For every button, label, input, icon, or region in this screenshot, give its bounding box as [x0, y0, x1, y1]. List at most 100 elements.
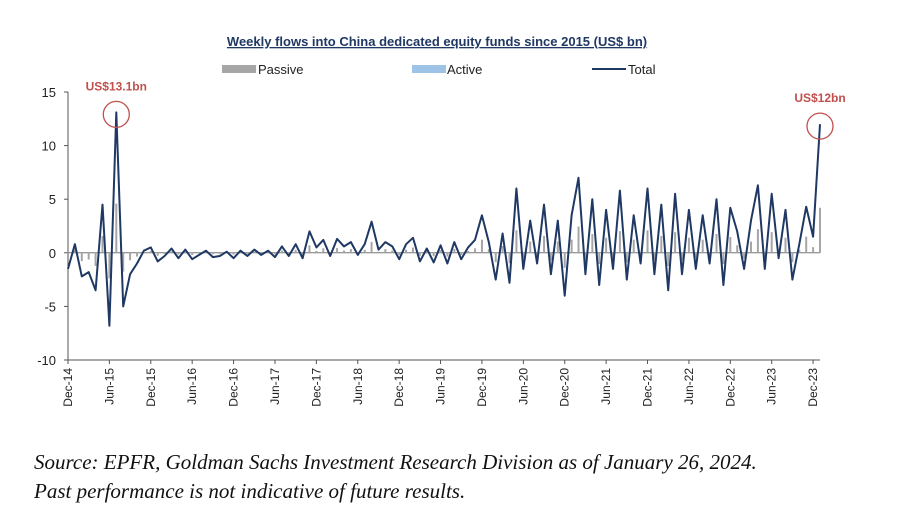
- passive-bar: [425, 251, 428, 253]
- passive-bar: [218, 252, 221, 254]
- passive-bar: [301, 252, 304, 255]
- passive-bar: [674, 232, 677, 253]
- legend-label-total: Total: [628, 62, 656, 77]
- passive-bar: [591, 234, 594, 253]
- y-tick-label: 15: [42, 85, 56, 100]
- chart-title: Weekly flows into China dedicated equity…: [227, 34, 647, 49]
- legend: Passive Active Total: [222, 62, 656, 77]
- passive-bar: [232, 252, 235, 255]
- passive-bar: [398, 252, 401, 256]
- passive-bar: [770, 232, 773, 253]
- passive-bar: [287, 252, 290, 254]
- source-note: Source: EPFR, Goldman Sachs Investment R…: [34, 448, 914, 506]
- passive-bar: [467, 250, 470, 253]
- passive-bar: [101, 235, 104, 253]
- y-tick-label: -5: [44, 299, 56, 314]
- annotations-group: US$13.1bn US$12bn: [86, 79, 846, 140]
- legend-label-active: Active: [447, 62, 482, 77]
- passive-bar: [743, 252, 746, 259]
- passive-bar: [418, 252, 421, 256]
- x-tick-label: Dec-17: [309, 368, 323, 407]
- passive-bar: [184, 251, 187, 253]
- x-tick-label: Jun-18: [351, 368, 365, 405]
- x-tick-label: Jun-21: [599, 368, 613, 405]
- passive-bar: [715, 234, 718, 253]
- passive-bar: [763, 252, 766, 259]
- passive-bar: [653, 252, 656, 261]
- annotation-label: US$13.1bn: [86, 79, 147, 93]
- source-line-2: Past performance is not indicative of fu…: [34, 479, 466, 503]
- x-tick-label: Dec-20: [558, 368, 572, 407]
- passive-bar: [411, 247, 414, 253]
- passive-bar: [584, 252, 587, 261]
- passive-bar: [570, 239, 573, 253]
- x-tick-label: Jun-23: [765, 368, 779, 405]
- passive-bar: [163, 252, 166, 254]
- passive-bar: [253, 251, 256, 253]
- x-tick-label: Dec-14: [61, 368, 75, 407]
- x-tick-label: Dec-23: [806, 368, 820, 407]
- passive-bar: [549, 252, 552, 261]
- passive-bar: [632, 239, 635, 253]
- passive-bar: [756, 229, 759, 253]
- passive-bar: [280, 250, 283, 253]
- passive-bar: [494, 252, 497, 263]
- passive-bar: [736, 245, 739, 253]
- passive-bar: [687, 237, 690, 253]
- passive-bar: [812, 247, 815, 253]
- x-tick-label: Jun-16: [185, 368, 199, 405]
- passive-bar: [336, 247, 339, 253]
- source-line-1: Source: EPFR, Goldman Sachs Investment R…: [34, 450, 757, 474]
- passive-bar: [563, 252, 566, 268]
- x-tick-label: Dec-21: [641, 368, 655, 407]
- passive-bar: [315, 250, 318, 253]
- passive-bar: [798, 249, 801, 253]
- total-series-line: [67, 111, 821, 327]
- passive-bar: [115, 203, 118, 253]
- passive-bar: [432, 252, 435, 257]
- passive-bar: [135, 252, 138, 257]
- passive-bar: [73, 249, 76, 253]
- passive-bar: [625, 252, 628, 263]
- passive-bar: [446, 252, 449, 257]
- passive-bar: [342, 250, 345, 253]
- series-group: [67, 111, 821, 327]
- passive-bar: [391, 250, 394, 253]
- passive-bar: [701, 239, 704, 253]
- x-tick-label: Dec-18: [392, 368, 406, 407]
- passive-bar: [667, 252, 670, 266]
- passive-bar: [439, 250, 442, 253]
- passive-bar: [529, 241, 532, 253]
- passive-bar: [322, 248, 325, 253]
- passive-bar: [556, 241, 559, 253]
- x-tick-label: Jun-17: [268, 368, 282, 405]
- x-tick-label: Jun-15: [102, 368, 116, 405]
- passive-bar: [805, 236, 808, 253]
- passive-bar: [598, 252, 601, 265]
- passive-bar: [474, 248, 477, 253]
- passive-bar: [149, 250, 152, 253]
- passive-bar: [618, 231, 621, 253]
- passive-bar: [267, 252, 270, 253]
- passive-bar: [294, 249, 297, 253]
- passive-bar: [308, 245, 311, 253]
- annotation-circle: [102, 100, 130, 129]
- passive-bar: [405, 249, 408, 253]
- axes: -10 -5 0 5 10 15 Dec-14 Jun-15 Dec-15 Jun-16 Dec-1…: [37, 85, 820, 407]
- passive-bar: [377, 251, 380, 253]
- passive-bar: [122, 252, 125, 272]
- passive-bar: [94, 252, 97, 266]
- passive-bar: [660, 235, 663, 253]
- passive-bar: [204, 252, 207, 253]
- passive-bar: [784, 237, 787, 253]
- passive-bar: [246, 252, 249, 254]
- annotation-circle: [806, 112, 834, 140]
- passive-bar: [501, 246, 504, 253]
- x-tick-label: Dec-22: [723, 368, 737, 407]
- x-tick-label: Dec-16: [227, 368, 241, 407]
- passive-bar: [260, 252, 263, 254]
- passive-bar: [191, 252, 194, 256]
- passive-bar: [273, 252, 276, 255]
- legend-swatch-active: [412, 65, 446, 73]
- passive-bar: [605, 237, 608, 253]
